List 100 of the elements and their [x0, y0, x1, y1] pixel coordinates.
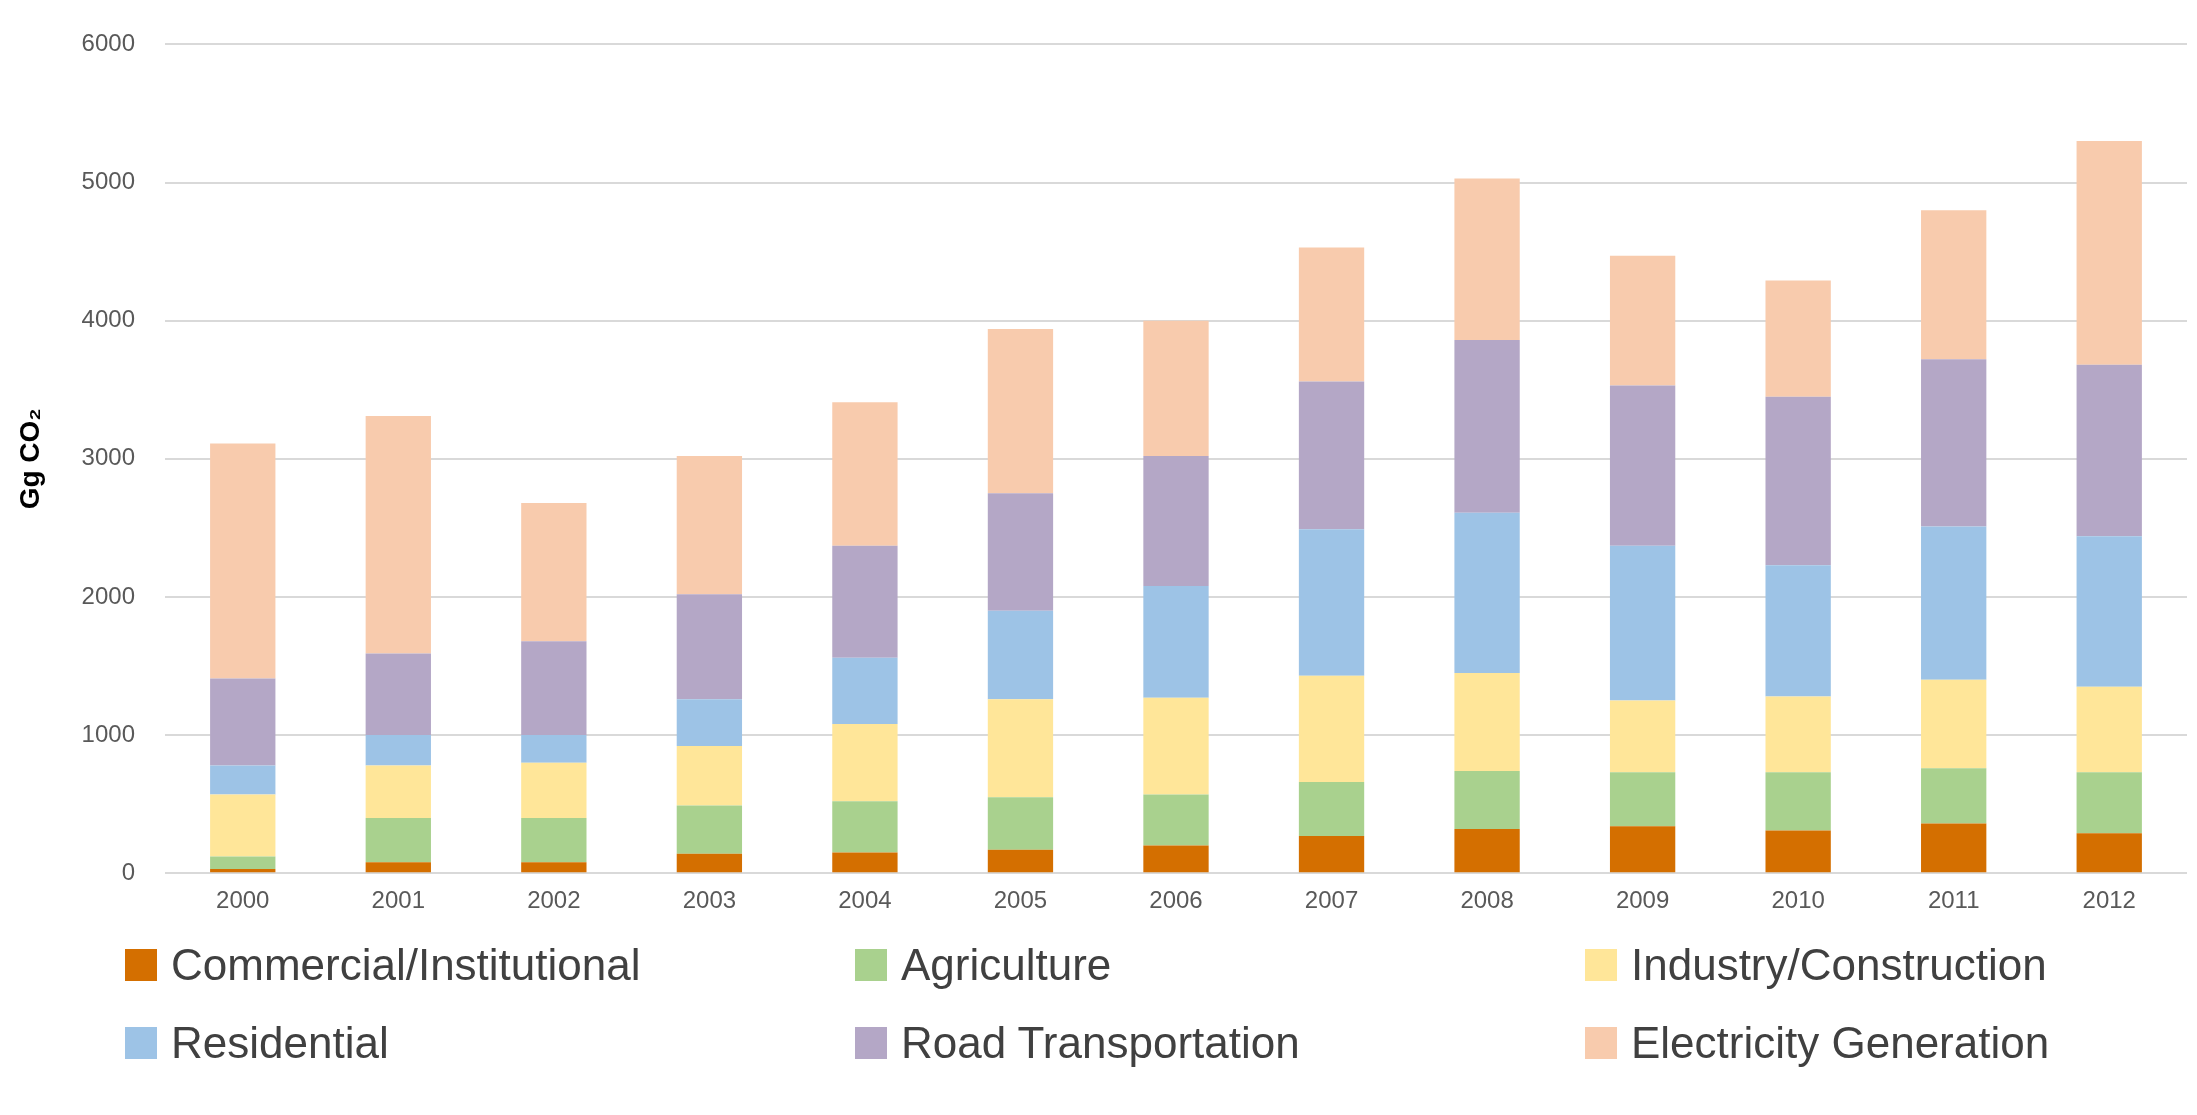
legend-label: Road Transportation	[900, 1018, 1301, 1068]
bar	[210, 794, 276, 857]
bar	[987, 610, 1054, 700]
bar	[2076, 141, 2142, 365]
bar	[1454, 178, 1520, 341]
bar	[1298, 247, 1365, 382]
bar	[365, 765, 431, 818]
y-tick-label: 3000	[81, 443, 135, 471]
bar	[210, 869, 276, 873]
y-tick-label: 0	[121, 857, 135, 885]
bar	[210, 765, 276, 795]
bar	[1921, 768, 1987, 824]
y-tick-label: 6000	[81, 29, 135, 57]
bar	[1143, 585, 1209, 698]
bar	[521, 503, 587, 642]
x-tick-label: 2000	[216, 886, 270, 914]
x-tick-label: 2009	[1615, 886, 1670, 914]
bar	[1609, 545, 1676, 701]
bar	[210, 678, 276, 766]
legend-label: Industry/Construction	[1630, 940, 2048, 990]
bar	[2076, 686, 2142, 773]
bar	[1298, 529, 1365, 676]
bar	[365, 862, 431, 873]
bar	[521, 862, 587, 873]
bar	[1765, 396, 1831, 566]
x-tick-label: 2005	[993, 886, 1048, 914]
bar	[1298, 381, 1365, 530]
x-tick-label: 2010	[1771, 886, 1825, 914]
bar	[1609, 772, 1676, 827]
bar	[1609, 385, 1676, 546]
bar	[1143, 697, 1209, 795]
legend-label: Electricity Generation	[1630, 1018, 2051, 1068]
x-tick-label: 2011	[1927, 886, 1980, 914]
bar	[1609, 700, 1676, 773]
bar	[521, 817, 587, 863]
legend-label: Residential	[170, 1018, 390, 1068]
bar	[2076, 364, 2142, 537]
bar	[1143, 845, 1209, 873]
bar	[365, 735, 431, 766]
bar	[1765, 280, 1831, 397]
bar	[987, 699, 1054, 798]
bar	[676, 456, 743, 595]
y-tick-label: 5000	[81, 167, 135, 195]
bar	[1143, 320, 1209, 457]
bar	[1143, 794, 1209, 846]
bar	[1765, 772, 1831, 831]
bar	[1921, 679, 1987, 769]
bar	[521, 762, 587, 818]
x-tick-label: 2006	[1149, 886, 1203, 914]
bar	[365, 653, 431, 736]
bar	[832, 801, 898, 853]
bar	[1298, 782, 1365, 836]
bar	[1454, 672, 1520, 771]
bar	[1921, 359, 1987, 527]
bar	[987, 797, 1054, 850]
bar	[1454, 829, 1520, 873]
bar	[1765, 565, 1831, 697]
bar	[987, 849, 1054, 873]
x-tick-label: 2001	[371, 886, 425, 914]
bar	[987, 493, 1054, 611]
bar	[832, 724, 898, 802]
bar	[1609, 255, 1676, 386]
bar	[1298, 835, 1365, 873]
bar	[365, 817, 431, 863]
bar	[832, 657, 898, 725]
bar	[676, 594, 743, 700]
x-tick-label: 2007	[1304, 886, 1359, 914]
x-tick-label: 2002	[527, 886, 581, 914]
bar	[832, 402, 898, 546]
bar	[521, 735, 587, 763]
x-tick-label: 2008	[1460, 886, 1514, 914]
bar	[676, 746, 743, 806]
legend-label: Agriculture	[900, 940, 1113, 990]
x-tick-label: 2012	[2082, 886, 2136, 914]
legend-label: Commercial/Institutional	[170, 940, 642, 990]
bar	[1143, 456, 1209, 586]
bar	[987, 328, 1054, 494]
bar	[832, 852, 898, 873]
bar	[2076, 536, 2142, 687]
bar	[210, 856, 276, 870]
y-tick-label: 2000	[81, 581, 135, 609]
y-axis-title: Gg CO₂	[13, 408, 45, 510]
y-tick-label: 1000	[81, 719, 135, 747]
bar	[1454, 770, 1520, 829]
bar	[1921, 526, 1987, 680]
bar	[210, 443, 276, 679]
bar	[2076, 833, 2142, 873]
bar	[1609, 826, 1676, 873]
x-tick-label: 2003	[682, 886, 737, 914]
bar	[1765, 830, 1831, 873]
bar	[2076, 772, 2142, 834]
bar	[521, 641, 587, 736]
bar	[676, 805, 743, 854]
bar	[1921, 823, 1987, 873]
bar	[365, 415, 431, 654]
bar	[1765, 696, 1831, 773]
bar	[1454, 512, 1520, 673]
bar	[1921, 210, 1987, 360]
x-tick-label: 2004	[838, 886, 892, 914]
bar	[1298, 675, 1365, 783]
